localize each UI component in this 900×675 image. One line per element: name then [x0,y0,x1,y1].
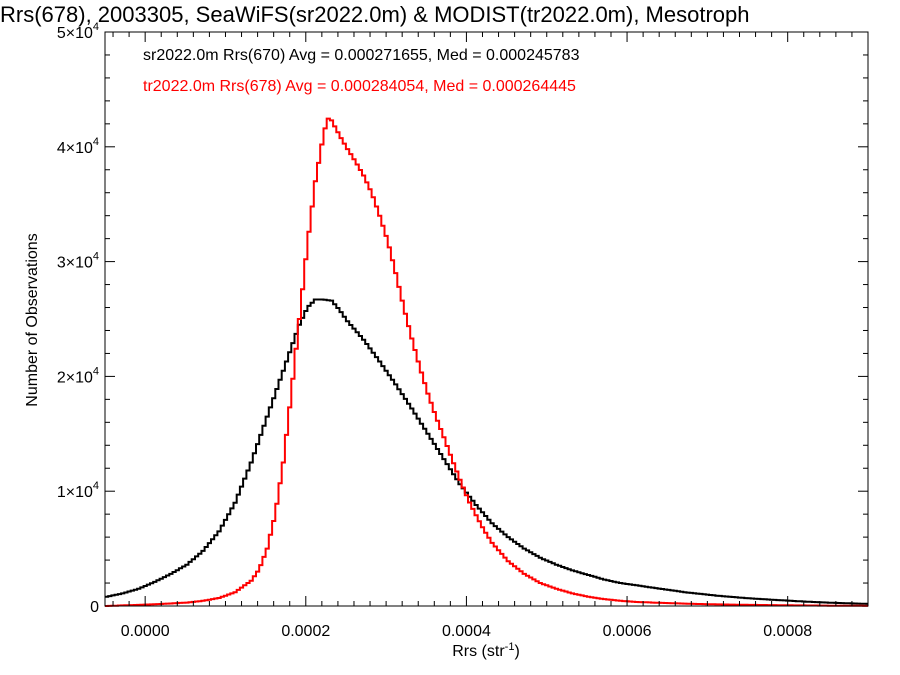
series-layer [105,117,868,607]
x-axis-ticks: 0.0000 0.0002 0.0004 0.0006 0.0008 [112,32,869,640]
plot-frame [104,31,869,607]
x-tick-label: 0.0008 [763,623,812,640]
y-tick-label: 5×104 [57,21,99,42]
x-tick-label: 0.0006 [603,623,652,640]
y-axis-ticks: 0 1×104 2×104 3×104 4×104 5×104 [57,21,868,616]
legend-entry-1: tr2022.0m Rrs(678) Avg = 0.000284054, Me… [143,78,576,95]
x-axis-label: Rrs (str-1) [452,641,520,660]
chart-title: Rrs(678), 2003305, SeaWiFS(sr2022.0m) & … [0,2,750,27]
y-tick-label: 2×104 [57,365,99,386]
y-tick-label: 3×104 [57,251,99,272]
y-tick-label: 4×104 [57,136,99,157]
x-axis-label-end: ) [514,643,519,660]
x-axis-label-main: Rrs (str [452,643,505,660]
y-tick-label: 1×104 [57,480,99,501]
series-line-0 [105,298,868,605]
y-tick-label: 0 [90,599,99,616]
legend-entry-0: sr2022.0m Rrs(670) Avg = 0.000271655, Me… [143,47,580,64]
x-tick-label: 0.0000 [121,623,170,640]
x-axis-label-superscript: -1 [505,641,515,653]
x-tick-label: 0.0004 [442,623,491,640]
y-axis-label: Number of Observations [24,233,41,406]
x-tick-label: 0.0002 [281,623,330,640]
series-line-1 [105,117,868,607]
